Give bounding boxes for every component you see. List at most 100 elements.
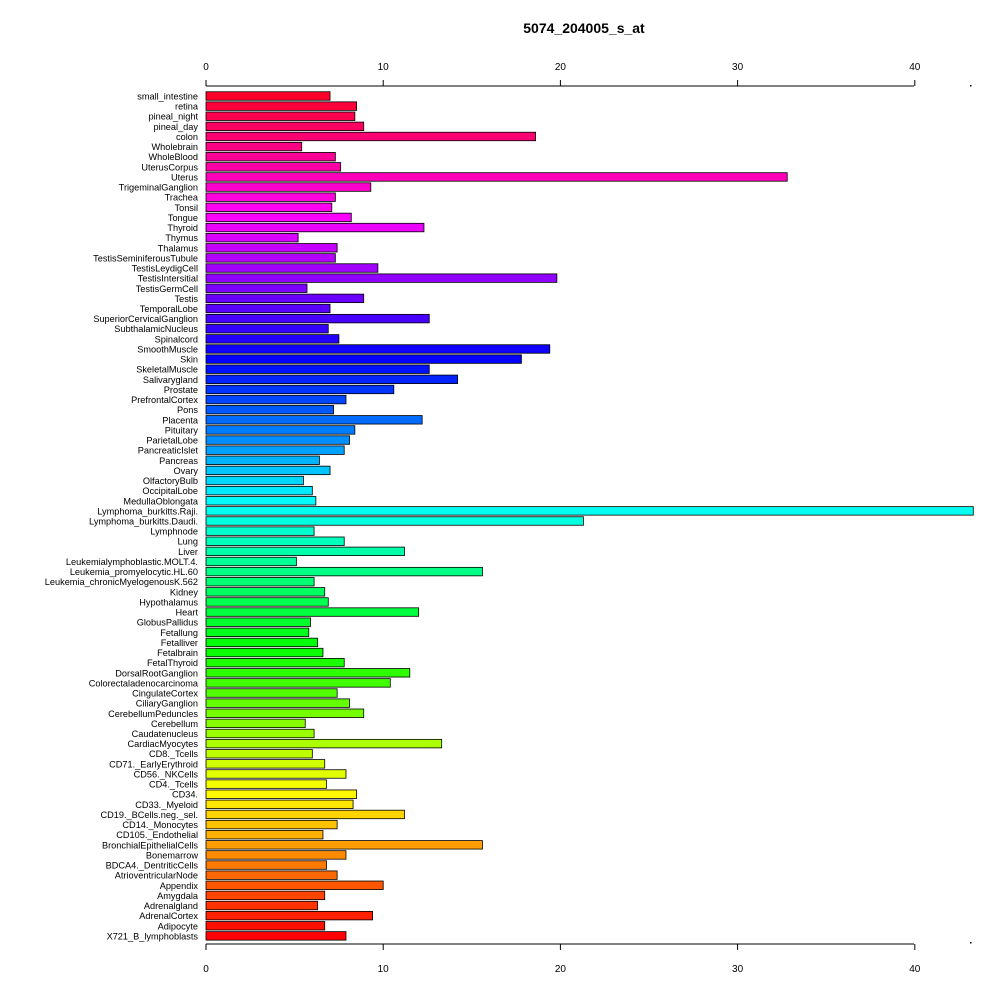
bar-Wholebrain [205, 141, 303, 152]
category-label: AtrioventricularNode [115, 871, 198, 881]
bar-Spinalcord [205, 334, 340, 344]
category-label: Hypothalamus [139, 597, 198, 607]
bar-Testis [205, 293, 365, 304]
category-label: Placenta [162, 415, 199, 425]
category-label: Prostate [164, 385, 198, 395]
chart-title: 5074_204005_s_at [523, 20, 645, 36]
bar-colon [205, 131, 536, 142]
bar-PrefrontalCortex [205, 394, 347, 405]
category-label: CingulateCortex [132, 689, 198, 699]
category-label: Thymus [165, 233, 198, 243]
category-label: BronchialEpithelialCells [102, 840, 198, 850]
bar-PancreaticIslet [205, 445, 345, 455]
bar-UterusCorpus [205, 162, 342, 172]
category-label: TestisSeminiferousTubule [93, 253, 198, 263]
category-label: Liver [178, 547, 198, 557]
bar-Liver [205, 546, 405, 557]
category-label: Adrenalgland [144, 901, 198, 911]
x-tick-label-top: 30 [732, 62, 744, 73]
bar-Pituitary [205, 425, 356, 435]
category-label: CD34. [172, 790, 198, 800]
bar-CiliaryGanglion [205, 698, 350, 708]
bar-Appendix [205, 880, 384, 890]
category-label: ParietalLobe [146, 436, 198, 446]
category-label: Salivarygland [143, 375, 198, 385]
category-label: OlfactoryBulb [143, 476, 198, 486]
bar-CD33._Myeloid [205, 799, 354, 809]
bar-CardiacMyocytes [205, 738, 443, 749]
category-label: Leukemialymphoblastic.MOLT.4. [66, 557, 198, 567]
category-label: Colorectaladenocarcinoma [89, 678, 199, 688]
category-label: Spinalcord [155, 334, 198, 344]
category-label: Lymphoma_burkitts.Raji. [97, 506, 198, 516]
category-label: CD33._Myeloid [135, 800, 198, 810]
category-label: Thalamus [158, 243, 199, 253]
category-label: Fetallung [160, 628, 198, 638]
bar-Leukemia_chronicMyelogenousK.562 [205, 577, 315, 587]
category-label: WholeBlood [148, 152, 198, 162]
category-label: Cerebellum [151, 719, 198, 729]
category-label: PancreaticIslet [138, 446, 199, 456]
category-label: Skin [180, 355, 198, 365]
bar-CD4._Tcells [205, 779, 327, 789]
x-tick-label-top: 20 [555, 62, 567, 73]
bar-TrigeminalGanglion [205, 182, 372, 192]
category-label: Adipocyte [158, 921, 198, 931]
category-label: SmoothMuscle [137, 344, 198, 354]
category-label: Tonsil [175, 203, 199, 213]
bar-Lung [205, 536, 345, 546]
category-label: CD19._BCells.neg._sel. [100, 810, 198, 820]
bar-Thyroid [205, 222, 425, 233]
category-label: Pancreas [159, 456, 198, 466]
category-label: SubthalamicNucleus [114, 324, 198, 334]
bar-WholeBlood [205, 152, 336, 162]
category-label: Lymphoma_burkitts.Daudi. [89, 517, 198, 527]
bar-Kidney [205, 587, 326, 597]
bar-SkeletalMuscle [205, 364, 430, 374]
category-label: CD105._Endothelial [116, 830, 198, 840]
category-label: pineal_day [154, 122, 199, 132]
category-label: BDCA4._DentriticCells [106, 861, 199, 871]
bar-Fetalliver [205, 637, 319, 648]
bar-CD34. [205, 789, 358, 799]
bar-Bonemarrow [205, 850, 347, 860]
bar-Tonsil [205, 202, 333, 212]
bar-Uterus [205, 172, 788, 182]
bar-BDCA4._DentriticCells [205, 860, 327, 870]
bar-CD71._EarlyErythroid [205, 759, 326, 769]
category-label: Caudatenucleus [132, 729, 199, 739]
bar-Adrenalgland [205, 900, 319, 911]
bar-CerebellumPeduncles [205, 708, 365, 718]
category-label: retina [175, 102, 199, 112]
bar-Tongue [205, 212, 352, 223]
bar-AdrenalCortex [205, 910, 373, 921]
bar-Amygdala [205, 890, 326, 901]
bar-Trachea [205, 192, 336, 202]
bar-TestisLeydigCell [205, 263, 379, 273]
bar-Pons [205, 405, 334, 415]
bar-CD105._Endothelial [205, 830, 324, 840]
category-label: Fetalliver [161, 638, 198, 648]
bar-Cerebellum [205, 718, 306, 729]
category-label: TestisLeydigCell [132, 264, 198, 274]
bar-CingulateCortex [205, 688, 338, 698]
category-label: UterusCorpus [141, 162, 198, 172]
bar-Lymphoma_burkitts.Raji. [205, 506, 974, 516]
bar-CD56._NKCells [205, 769, 347, 779]
category-label: GlobusPallidus [137, 618, 199, 628]
bar-Salivarygland [205, 374, 459, 384]
x-tick-label-top: 0 [203, 62, 209, 73]
bar-Lymphnode [205, 526, 315, 536]
category-label: Uterus [171, 172, 198, 182]
bar-Lymphoma_burkitts.Daudi. [205, 516, 584, 526]
bar-Caudatenucleus [205, 728, 315, 739]
x-tick-label-top: 40 [909, 62, 921, 73]
category-label: Lung [178, 537, 198, 547]
bar-Ovary [205, 465, 331, 476]
x-tick-label-bottom: 10 [378, 964, 390, 975]
bar-Colorectaladenocarcinoma [205, 678, 391, 688]
bar-X721_B_lymphoblasts [205, 931, 347, 941]
bar-TestisGermCell [205, 283, 308, 293]
bar-SuperiorCervicalGanglion [205, 313, 430, 324]
